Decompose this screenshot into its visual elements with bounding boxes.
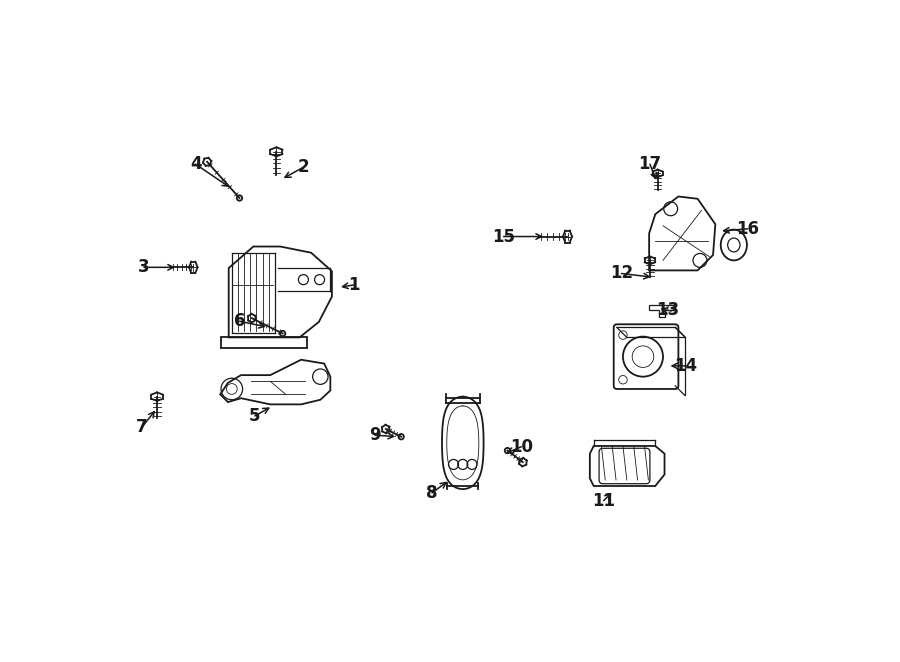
Text: 14: 14 (674, 357, 698, 375)
Text: 7: 7 (136, 418, 148, 436)
Text: 10: 10 (509, 438, 533, 455)
Text: 6: 6 (234, 312, 245, 330)
Text: 1: 1 (347, 276, 359, 294)
Text: 13: 13 (656, 301, 680, 320)
Text: 3: 3 (139, 258, 149, 276)
Text: 8: 8 (427, 484, 437, 502)
Text: 5: 5 (249, 407, 261, 425)
Text: 17: 17 (638, 155, 662, 173)
Text: 9: 9 (369, 426, 381, 444)
Text: 15: 15 (492, 228, 515, 246)
Text: 4: 4 (190, 155, 202, 173)
Text: 11: 11 (592, 492, 616, 510)
Text: 2: 2 (298, 158, 310, 176)
Text: 12: 12 (610, 265, 633, 283)
Text: 16: 16 (736, 220, 760, 238)
